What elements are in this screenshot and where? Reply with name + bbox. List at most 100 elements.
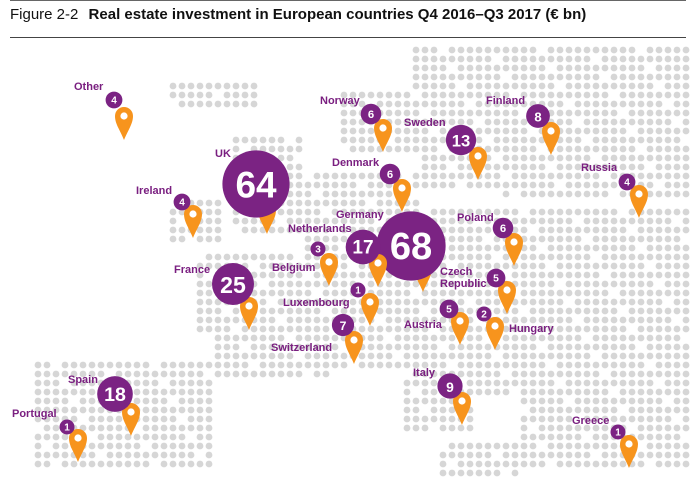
land-dot (295, 325, 303, 333)
land-dot (52, 415, 60, 423)
land-dot (484, 208, 492, 216)
land-dot (367, 136, 375, 144)
land-dot (349, 208, 357, 216)
land-dot (421, 136, 429, 144)
land-dot (250, 91, 258, 99)
land-dot (70, 406, 78, 414)
land-dot (574, 307, 582, 315)
land-dot (376, 334, 384, 342)
land-dot (349, 100, 357, 108)
land-dot (565, 235, 573, 243)
land-dot (583, 82, 591, 90)
land-dot (520, 55, 528, 63)
land-dot (358, 352, 366, 360)
land-dot (610, 172, 618, 180)
location-pin-icon (486, 317, 504, 350)
land-dot (646, 118, 654, 126)
land-dot (466, 289, 474, 297)
land-dot (466, 370, 474, 378)
land-dot (412, 127, 420, 135)
land-dot (583, 181, 591, 189)
land-dot (88, 361, 96, 369)
land-dot (619, 46, 627, 54)
land-dot (88, 451, 96, 459)
land-dot (412, 100, 420, 108)
land-dot (601, 316, 609, 324)
land-dot (205, 262, 213, 270)
land-dot (358, 316, 366, 324)
land-dot (475, 100, 483, 108)
land-dot (529, 352, 537, 360)
land-dot (619, 226, 627, 234)
land-dot (682, 460, 690, 468)
land-dot (403, 424, 411, 432)
land-dot (196, 100, 204, 108)
land-dot (412, 379, 420, 387)
land-dot (277, 307, 285, 315)
land-dot (43, 460, 51, 468)
land-dot (619, 55, 627, 63)
land-dot (664, 307, 672, 315)
land-dot (538, 424, 546, 432)
land-dot (466, 262, 474, 270)
land-dot (151, 397, 159, 405)
land-dot (592, 172, 600, 180)
land-dot (682, 64, 690, 72)
land-dot (34, 451, 42, 459)
land-dot (646, 325, 654, 333)
land-dot (340, 208, 348, 216)
land-dot (340, 172, 348, 180)
land-dot (439, 451, 447, 459)
land-dot (124, 433, 132, 441)
land-dot (574, 406, 582, 414)
land-dot (196, 361, 204, 369)
land-dot (583, 262, 591, 270)
land-dot (466, 181, 474, 189)
land-dot (547, 181, 555, 189)
land-dot (475, 325, 483, 333)
land-dot (592, 91, 600, 99)
land-dot (421, 289, 429, 297)
land-dot (457, 469, 465, 477)
land-dot (646, 55, 654, 63)
land-dot (70, 379, 78, 387)
land-dot (439, 208, 447, 216)
land-dot (646, 154, 654, 162)
land-dot (43, 451, 51, 459)
land-dot (673, 145, 681, 153)
land-dot (601, 163, 609, 171)
land-dot (502, 163, 510, 171)
land-dot (448, 469, 456, 477)
land-dot (556, 424, 564, 432)
land-dot (232, 334, 240, 342)
land-dot (421, 64, 429, 72)
land-dot (646, 91, 654, 99)
land-dot (394, 91, 402, 99)
land-dot (178, 460, 186, 468)
land-dot (682, 388, 690, 396)
value-bubble-poland (492, 217, 514, 239)
land-dot (493, 109, 501, 117)
land-dot (259, 136, 267, 144)
land-dot (97, 460, 105, 468)
land-dot (556, 361, 564, 369)
location-pin-hole (510, 238, 518, 246)
land-dot (637, 262, 645, 270)
land-dot (439, 280, 447, 288)
land-dot (115, 433, 123, 441)
land-dot (556, 217, 564, 225)
land-dot (610, 145, 618, 153)
land-dot (169, 226, 177, 234)
land-dot (466, 244, 474, 252)
land-dot (655, 325, 663, 333)
land-dot (646, 379, 654, 387)
top-rule (10, 0, 686, 1)
land-dot (475, 244, 483, 252)
land-dot (592, 235, 600, 243)
land-dot (655, 55, 663, 63)
land-dot (421, 118, 429, 126)
land-dot (259, 316, 267, 324)
land-dot (502, 253, 510, 261)
land-dot (268, 343, 276, 351)
land-dot (619, 289, 627, 297)
